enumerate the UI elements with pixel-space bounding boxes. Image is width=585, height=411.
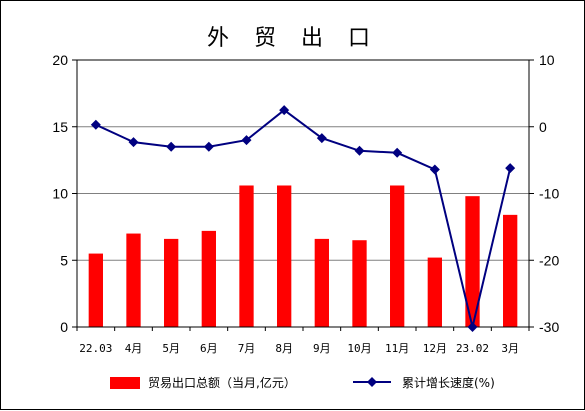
legend: 贸易出口总额（当月,亿元） 累计增长速度(%) [110,375,495,390]
x-axis-label-3: 6月 [200,342,218,355]
bar-0 [88,253,103,327]
bar-10 [465,196,480,327]
bar-6 [314,238,329,327]
left-axis-tick-label-3: 15 [52,119,68,135]
growth-point-5 [279,105,290,116]
right-axis-tick-label-4: 10 [539,52,555,68]
x-axis-label-4: 7月 [238,342,256,355]
growth-point-10 [467,322,478,332]
bar-1 [126,233,141,327]
legend-line-marker [367,377,377,387]
bar-11 [503,214,518,327]
bar-7 [352,240,367,327]
left-axis-tick-label-4: 20 [52,52,68,68]
bar-4 [239,185,254,327]
x-axis-label-11: 3月 [501,342,519,355]
x-axis-label-7: 10月 [347,342,371,355]
growth-point-11 [505,163,516,174]
legend-bar-swatch [110,377,140,389]
x-axis-label-5: 8月 [275,342,293,355]
bar-3 [201,230,216,327]
x-axis-label-8: 11月 [385,342,409,355]
growth-line [95,108,512,328]
bar-2 [164,238,179,327]
growth-point-1 [128,137,139,148]
x-axis-label-1: 4月 [125,342,143,355]
growth-point-2 [166,141,177,152]
x-axis-label-10: 23.02 [456,342,489,355]
x-axis-label-2: 5月 [162,342,180,355]
growth-point-9 [429,164,440,175]
x-axis-label-9: 12月 [423,342,447,355]
bar-5 [277,185,292,327]
growth-point-4 [241,135,252,146]
chart-title: 外 贸 出 口 [207,26,379,51]
right-axis-tick-label-0: -30 [539,319,559,335]
x-axis-label-6: 9月 [313,342,331,355]
legend-bar-label: 贸易出口总额（当月,亿元） [148,375,296,390]
right-axis-tick-label-3: 0 [539,119,547,135]
left-axis-tick-label-0: 0 [60,319,68,335]
bar-9 [427,257,442,327]
growth-point-3 [203,141,214,152]
bar-8 [390,185,405,327]
left-axis-tick-label-2: 10 [52,186,68,202]
growth-point-6 [316,133,327,144]
x-axis-label-0: 22.03 [79,342,112,355]
growth-point-8 [392,147,403,158]
right-axis-tick-label-2: -10 [539,186,559,202]
legend-line-label: 累计增长速度(%) [402,375,495,390]
growth-point-0 [90,119,101,130]
growth-point-7 [354,145,365,156]
left-axis-tick-label-1: 5 [60,252,68,268]
right-axis-tick-label-1: -20 [539,252,559,268]
